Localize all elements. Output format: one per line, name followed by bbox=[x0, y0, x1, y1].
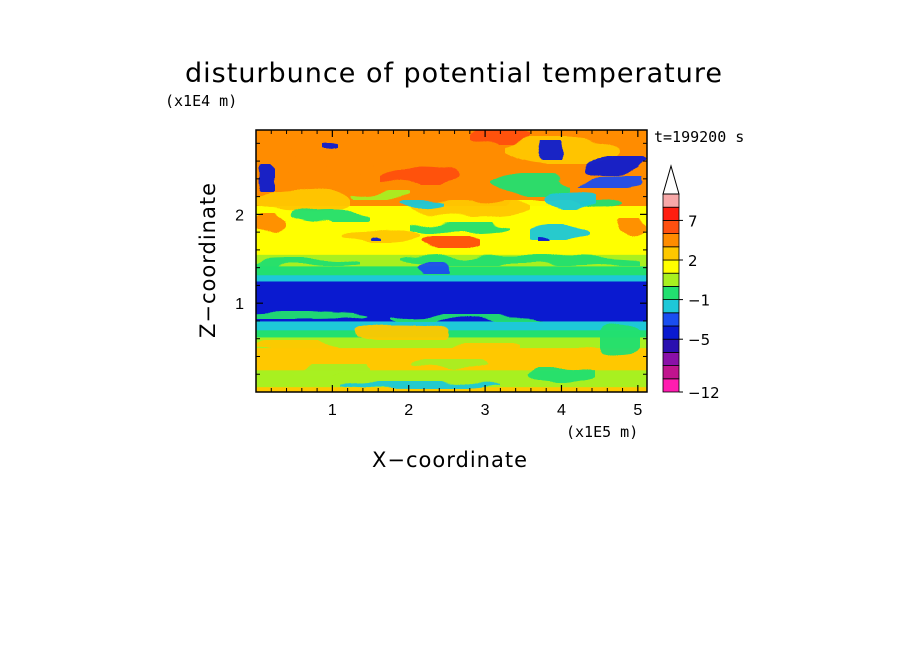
contour-features bbox=[256, 130, 647, 389]
contour-blob-7 bbox=[256, 213, 286, 237]
contour-blob-15 bbox=[290, 208, 370, 222]
x-tick-label: 4 bbox=[557, 402, 566, 419]
contour-blob-8 bbox=[614, 218, 646, 238]
contour-blob-10 bbox=[340, 227, 420, 243]
colorbar-swatch bbox=[662, 219, 680, 234]
contour-blob-40 bbox=[600, 322, 640, 358]
contour-blob-28 bbox=[536, 140, 564, 160]
colorbar-label: 2 bbox=[688, 252, 698, 270]
colorbar-swatch bbox=[662, 312, 680, 327]
y-tick-label: 2 bbox=[235, 207, 244, 224]
contour-blob-32 bbox=[417, 262, 453, 274]
axis-ticks: 1 2 3 4 5 1 2 bbox=[235, 130, 647, 419]
colorbar-extend-arrow bbox=[662, 164, 680, 195]
contour-blob-20 bbox=[350, 190, 410, 200]
x-unit-label: (x1E5 m) bbox=[566, 423, 639, 441]
y-tick-label: 1 bbox=[235, 296, 244, 313]
contour-blob-16 bbox=[410, 222, 510, 234]
x-axis-label: X−coordinate bbox=[372, 448, 528, 472]
band-4 bbox=[256, 329, 647, 338]
contour-blob-13 bbox=[256, 188, 350, 212]
contour-blob-37 bbox=[290, 364, 370, 376]
band-8 bbox=[256, 265, 647, 276]
contour-blob-41 bbox=[256, 311, 370, 319]
colorbar-swatch bbox=[662, 365, 680, 380]
colorbar-swatch bbox=[662, 325, 680, 340]
colorbar-swatch bbox=[662, 193, 680, 208]
colorbar-swatch bbox=[662, 206, 680, 221]
contour-blob-27 bbox=[574, 176, 646, 188]
contour-blob-21 bbox=[400, 254, 640, 266]
colorbar-label: −12 bbox=[688, 384, 720, 402]
colorbar-swatch bbox=[662, 259, 680, 274]
colorbar-swatch bbox=[662, 246, 680, 261]
contour-blob-36 bbox=[550, 344, 610, 360]
x-tick-label: 1 bbox=[328, 402, 337, 419]
contour-blob-6 bbox=[280, 168, 380, 192]
colorbar-label: −1 bbox=[688, 292, 710, 310]
contour-blob-23 bbox=[490, 173, 570, 197]
contour-blob-42 bbox=[390, 314, 550, 322]
x-tick-label: 2 bbox=[404, 402, 413, 419]
contour-blob-38 bbox=[410, 359, 490, 371]
contour-blob-43 bbox=[340, 381, 500, 389]
contour-blob-25 bbox=[256, 164, 275, 192]
contour-blob-33 bbox=[256, 340, 345, 356]
colorbar-label: −5 bbox=[688, 331, 710, 349]
band-2 bbox=[256, 347, 647, 371]
colorbar-swatch bbox=[662, 338, 680, 353]
contour-blob-17 bbox=[396, 200, 444, 210]
contour-blob-30 bbox=[369, 235, 381, 241]
band-5 bbox=[256, 320, 647, 331]
colorbar: −12−5−127 bbox=[662, 164, 720, 402]
colorbar-swatch bbox=[662, 233, 680, 248]
colorbar-swatch bbox=[662, 272, 680, 287]
y-unit-label: (x1E4 m) bbox=[165, 92, 238, 110]
contour-blob-22 bbox=[256, 257, 360, 267]
colorbar-swatch bbox=[662, 378, 680, 393]
contour-blob-34 bbox=[350, 324, 450, 340]
contour-blob-24 bbox=[544, 190, 596, 210]
colorbar-label: 7 bbox=[688, 212, 698, 230]
colorbar-swatch bbox=[662, 351, 680, 366]
contour-blob-5 bbox=[380, 165, 460, 185]
contour-blob-35 bbox=[440, 343, 520, 357]
contour-blob-9 bbox=[420, 236, 480, 248]
chart-title: disturbunce of potential temperature bbox=[185, 58, 723, 89]
colorbar-swatch bbox=[662, 285, 680, 300]
contour-blob-26 bbox=[581, 156, 647, 176]
contour-blob-29 bbox=[322, 141, 338, 149]
contour-blob-31 bbox=[538, 233, 552, 241]
contour-blob-11 bbox=[505, 136, 625, 164]
band-0 bbox=[256, 386, 647, 392]
band-7 bbox=[256, 274, 647, 282]
plot-frame bbox=[255, 129, 648, 393]
contour-blob-39 bbox=[525, 367, 595, 383]
colorbar-swatch bbox=[662, 299, 680, 314]
x-tick-label: 5 bbox=[633, 402, 642, 419]
x-tick-label: 3 bbox=[481, 402, 490, 419]
band-3 bbox=[256, 336, 647, 349]
time-label: t=199200 s bbox=[654, 128, 745, 146]
